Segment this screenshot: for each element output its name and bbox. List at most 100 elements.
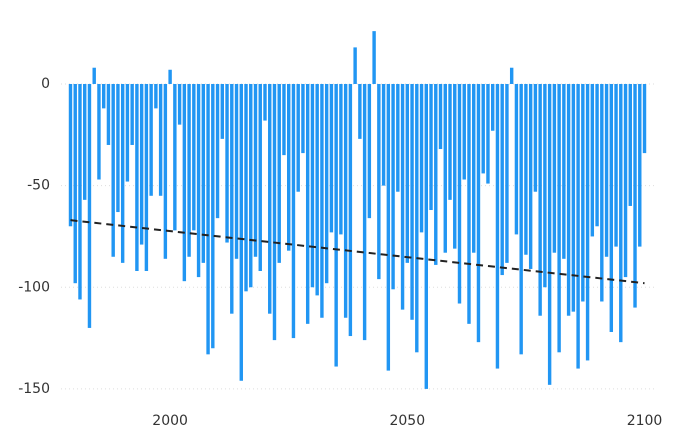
bar — [500, 83, 504, 276]
bar — [581, 83, 585, 302]
bar — [552, 83, 557, 253]
bar — [263, 83, 267, 121]
bar — [144, 83, 149, 271]
bar — [476, 83, 481, 343]
bar — [111, 83, 115, 257]
bar — [287, 83, 291, 251]
x-tick-label: 2050 — [389, 413, 425, 429]
y-tick-label: 0 — [41, 76, 50, 92]
bar — [268, 83, 272, 314]
bar — [282, 83, 286, 156]
bar — [343, 83, 348, 318]
bar — [362, 83, 367, 341]
bar — [505, 83, 509, 263]
bar — [367, 83, 372, 219]
bar — [315, 83, 319, 296]
bar — [206, 83, 210, 355]
bar — [571, 83, 576, 312]
bar — [429, 83, 433, 211]
bar — [490, 83, 495, 131]
bar — [472, 83, 476, 253]
bar — [533, 83, 538, 192]
bar — [220, 83, 225, 139]
bar — [158, 83, 163, 196]
bar — [381, 83, 386, 186]
bar — [211, 83, 215, 349]
bar — [291, 83, 296, 339]
bar — [448, 83, 452, 200]
bar — [173, 83, 177, 231]
bar — [443, 83, 447, 253]
trend-line — [70, 219, 645, 285]
bar — [73, 83, 77, 284]
bar — [372, 31, 376, 84]
bar — [590, 83, 595, 237]
y-tick-label: -150 — [18, 381, 50, 397]
bar — [277, 83, 281, 263]
bar — [453, 83, 457, 249]
bar — [486, 83, 490, 184]
bar — [600, 83, 604, 302]
bar — [116, 83, 120, 213]
bar — [595, 83, 599, 227]
bar — [633, 83, 637, 308]
bar — [481, 83, 485, 174]
bar — [438, 83, 443, 150]
bar — [543, 83, 547, 288]
bar — [514, 83, 519, 235]
bar — [528, 83, 533, 269]
bar — [419, 83, 424, 233]
bar — [215, 83, 220, 219]
bar — [339, 83, 343, 235]
bar — [348, 83, 353, 337]
bar — [130, 83, 134, 145]
bar — [462, 83, 466, 180]
bar — [68, 83, 73, 227]
bar — [642, 83, 647, 154]
bar — [619, 83, 623, 343]
bar — [614, 83, 618, 247]
bar — [557, 83, 561, 353]
bar — [329, 83, 334, 233]
bar — [244, 83, 248, 292]
bar — [547, 83, 552, 385]
bar — [519, 83, 523, 355]
bar — [296, 83, 300, 192]
bar — [83, 83, 87, 200]
bar — [106, 83, 111, 145]
bar — [305, 83, 310, 324]
bar — [538, 83, 542, 316]
bar — [623, 83, 628, 278]
bar — [410, 83, 414, 320]
bar — [405, 83, 410, 263]
bar — [92, 67, 96, 84]
bar — [495, 83, 500, 369]
bar — [628, 83, 632, 206]
bar — [234, 83, 239, 259]
bar — [609, 83, 614, 332]
bar — [230, 83, 234, 314]
bar — [585, 83, 590, 361]
y-tick-label: -50 — [27, 178, 50, 194]
bar — [177, 83, 182, 125]
bar — [377, 83, 381, 280]
bar — [566, 83, 571, 316]
y-tick-label: -100 — [18, 279, 50, 295]
bar — [604, 83, 609, 257]
bar — [424, 83, 428, 389]
x-tick-label: 2000 — [152, 413, 188, 429]
bar — [320, 83, 324, 318]
bar — [258, 83, 262, 271]
bar — [120, 83, 125, 263]
bar — [135, 83, 139, 271]
bar — [125, 83, 130, 182]
bar — [391, 83, 395, 290]
bar — [225, 83, 229, 243]
bar — [310, 83, 315, 288]
bar — [386, 83, 391, 371]
bar — [457, 83, 462, 304]
bar — [434, 83, 438, 265]
bar — [163, 83, 168, 259]
bar — [182, 83, 187, 282]
